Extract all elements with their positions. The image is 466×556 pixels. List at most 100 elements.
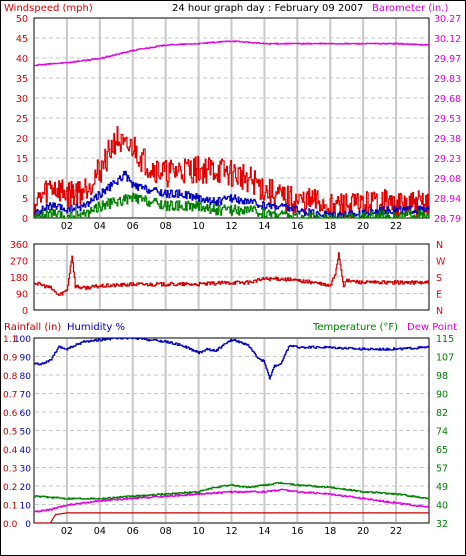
rain-tick-label: 0.7 xyxy=(3,391,17,401)
series-direction xyxy=(34,252,430,296)
rain-tick-label: 0.5 xyxy=(3,428,17,438)
compass-label: S xyxy=(436,273,442,284)
x-tick-label: 06 xyxy=(127,526,139,537)
right-tick-label: 28.94 xyxy=(434,194,461,205)
rain-tick-label: 0.9 xyxy=(3,354,18,364)
left-tick-label: 45 xyxy=(16,34,28,45)
x-tick-label: 16 xyxy=(291,221,303,232)
humidity-tick-label: 90 xyxy=(20,354,32,364)
humidity-tick-label: 40 xyxy=(20,446,32,456)
x-tick-label: 22 xyxy=(390,526,402,537)
x-tick-label: 12 xyxy=(225,221,237,232)
left-tick-label: 0 xyxy=(22,306,28,317)
right-tick-label: 29.68 xyxy=(434,94,461,105)
x-tick-label: 18 xyxy=(324,221,336,232)
left-tick-label: 25 xyxy=(16,114,28,125)
dewpoint-axis-title: Dew Point xyxy=(407,322,457,333)
right-tick-label: 29.97 xyxy=(434,54,461,65)
left-tick-label: 10 xyxy=(16,174,28,185)
compass-label: W xyxy=(436,257,446,268)
right-tick-label: 30.12 xyxy=(434,34,461,45)
left-tick-label: 15 xyxy=(16,154,28,165)
right-tick-label: 29.53 xyxy=(434,114,461,125)
panel-1: 0 5 10 15 20 25 30 35 40 45 50 28.79 28.94 29.08 29.23… xyxy=(16,14,461,232)
left-tick-label: 35 xyxy=(16,74,28,85)
x-tick-label: 04 xyxy=(94,221,106,232)
temperature-tick-label: 115 xyxy=(436,334,454,345)
left-tick-label: 40 xyxy=(16,54,28,65)
rain-tick-label: 0.4 xyxy=(3,446,18,456)
temperature-tick-label: 65 xyxy=(436,445,448,456)
panel-3: 0 10 20 30 40 50 60 70 80 90 100 0.0 0.1 0.2 0.3 0.4 0.5… xyxy=(3,334,454,537)
x-tick-label: 20 xyxy=(357,221,369,232)
series-barometer xyxy=(34,40,430,67)
temperature-tick-label: 57 xyxy=(436,464,448,475)
left-tick-label: 360 xyxy=(10,240,28,251)
x-tick-label: 14 xyxy=(258,221,270,232)
humidity-tick-label: 100 xyxy=(14,335,31,345)
x-tick-label: 12 xyxy=(225,526,237,537)
humidity-tick-label: 50 xyxy=(20,428,32,438)
x-tick-label: 16 xyxy=(291,526,303,537)
humidity-tick-label: 0 xyxy=(25,520,31,530)
graph-title: 24 hour graph day : February 09 2007 xyxy=(172,3,363,14)
right-tick-label: 29.38 xyxy=(434,134,461,145)
series-temperature xyxy=(34,481,430,500)
series-wind_min xyxy=(34,192,430,219)
x-tick-label: 06 xyxy=(127,221,139,232)
rain-tick-label: 0.6 xyxy=(3,409,18,419)
humidity-tick-label: 60 xyxy=(20,409,32,419)
compass-label: E xyxy=(436,290,442,301)
wind-axis-title: Windspeed (mph) xyxy=(4,3,93,14)
x-tick-label: 18 xyxy=(324,526,336,537)
x-tick-label: 08 xyxy=(160,221,172,232)
left-tick-label: 30 xyxy=(16,94,28,105)
right-tick-label: 29.08 xyxy=(434,174,461,185)
series-rainfall xyxy=(34,512,429,524)
temperature-tick-label: 107 xyxy=(436,353,454,364)
left-tick-label: 270 xyxy=(10,257,28,268)
rain-tick-label: 1.1 xyxy=(3,335,17,345)
x-tick-label: 14 xyxy=(258,526,270,537)
humidity-tick-label: 10 xyxy=(20,502,32,512)
compass-label: N xyxy=(436,240,443,251)
x-tick-label: 10 xyxy=(193,221,205,232)
humidity-tick-label: 20 xyxy=(20,483,32,493)
x-tick-label: 20 xyxy=(357,526,369,537)
right-tick-label: 29.83 xyxy=(434,74,461,85)
temperature-tick-label: 32 xyxy=(436,519,448,530)
temperature-axis-title: Temperature (°F) xyxy=(312,322,398,333)
temperature-tick-label: 82 xyxy=(436,408,448,419)
x-tick-label: 04 xyxy=(94,526,106,537)
temperature-tick-label: 74 xyxy=(436,427,448,438)
series-humidity xyxy=(34,337,430,380)
humidity-axis-title: Humidity % xyxy=(67,322,125,333)
rain-tick-label: 0.1 xyxy=(3,502,17,512)
right-tick-label: 29.23 xyxy=(434,154,461,165)
temperature-tick-label: 40 xyxy=(436,501,448,512)
right-tick-label: 30.27 xyxy=(434,14,461,25)
barometer-axis-title: Barometer (in.) xyxy=(372,3,448,14)
temperature-tick-label: 90 xyxy=(436,390,448,401)
rain-tick-label: 0.8 xyxy=(3,372,18,382)
right-tick-label: 28.79 xyxy=(434,214,461,225)
graph-panels: 0 5 10 15 20 25 30 35 40 45 50 28.79 28.94 29.08 29.23… xyxy=(3,14,461,537)
rain-tick-label: 0.2 xyxy=(3,483,17,493)
series-dewpoint xyxy=(34,488,430,513)
rainfall-axis-title: Rainfall (in) xyxy=(4,322,61,333)
left-tick-label: 20 xyxy=(16,134,28,145)
left-tick-label: 0 xyxy=(22,214,28,225)
left-tick-label: 180 xyxy=(10,273,28,284)
compass-label: N xyxy=(436,306,443,317)
humidity-tick-label: 30 xyxy=(20,465,32,475)
x-tick-label: 02 xyxy=(61,526,73,537)
temperature-tick-label: 98 xyxy=(436,371,448,382)
x-tick-label: 10 xyxy=(193,526,205,537)
rain-tick-label: 0.3 xyxy=(3,465,17,475)
rain-tick-label: 0.0 xyxy=(3,520,18,530)
left-tick-label: 50 xyxy=(16,14,28,25)
left-tick-label: 5 xyxy=(22,194,28,205)
x-tick-label: 22 xyxy=(390,221,402,232)
